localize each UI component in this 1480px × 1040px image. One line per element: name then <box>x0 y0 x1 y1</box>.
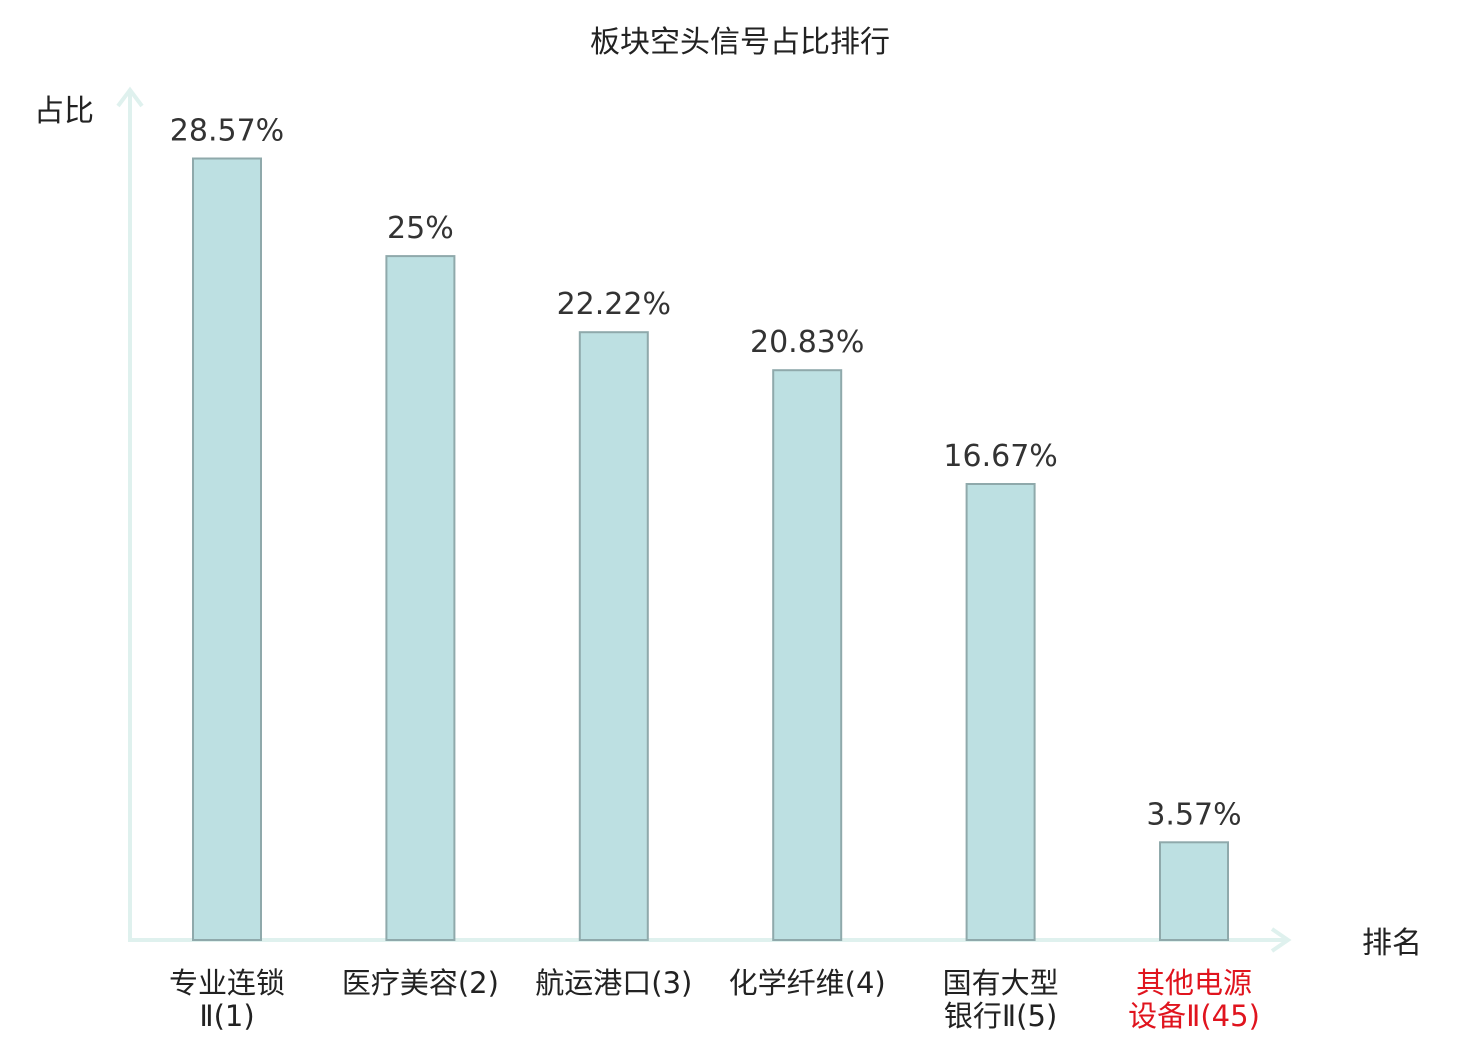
value-labels: 28.57% 25% 22.22% 20.83% 16.67% 3.57% <box>170 114 1242 833</box>
chart-title: 板块空头信号占比排行 <box>590 25 890 60</box>
category-label-1: 专业连锁 Ⅱ(1) <box>169 966 285 1033</box>
bar-5 <box>965 483 1036 941</box>
x-axis-label: 排名 <box>1362 926 1422 961</box>
bar-value-label-4: 20.83% <box>750 325 864 360</box>
bars <box>192 157 1229 942</box>
y-axis-label: 占比 <box>34 94 94 129</box>
bar-2 <box>385 255 456 942</box>
category-labels: 专业连锁 Ⅱ(1) 医疗美容(2) 航运港口(3) 化学纤维(4) 国有大型银行Ⅱ(5) 其… <box>169 966 1260 1033</box>
category-label-5: 国有大型银行Ⅱ(5) <box>943 966 1059 1033</box>
bar-value-label-5: 16.67% <box>943 439 1057 474</box>
bar-value-label-6: 3.57% <box>1146 797 1241 832</box>
bar-4 <box>772 369 843 941</box>
bar-3 <box>578 331 649 941</box>
x-axis: 排名 <box>128 926 1422 961</box>
category-label-4: 化学纤维(4) <box>729 966 886 1000</box>
bar-value-label-1: 28.57% <box>170 114 284 149</box>
category-label-3: 航运港口(3) <box>535 966 692 1000</box>
category-label-6: 其他电源设备Ⅱ(45) <box>1128 966 1260 1033</box>
bar-value-label-2: 25% <box>387 211 454 246</box>
y-axis-arrow <box>116 86 144 108</box>
bar-1 <box>192 157 262 941</box>
category-label-2: 医疗美容(2) <box>342 966 499 1000</box>
x-axis-arrow <box>1270 927 1292 953</box>
bar-value-label-3: 22.22% <box>557 287 671 322</box>
bar-6 <box>1159 841 1229 941</box>
y-axis: 占比 <box>34 86 144 940</box>
